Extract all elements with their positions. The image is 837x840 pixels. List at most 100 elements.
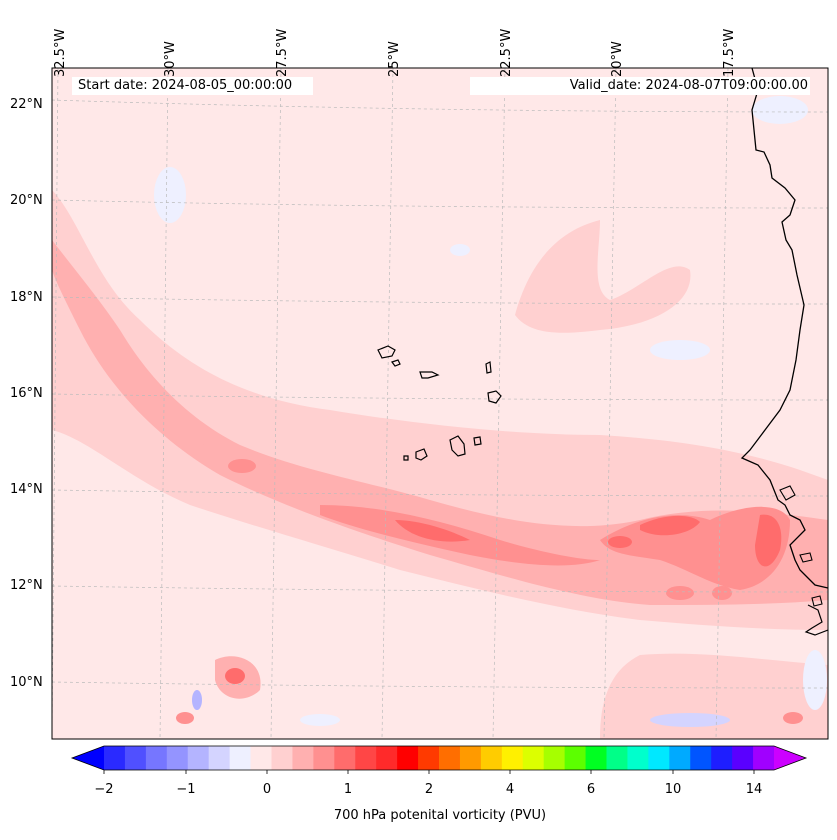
meridian-line: [381, 68, 394, 739]
colorbar: [70, 745, 808, 774]
meridian-line: [715, 68, 729, 739]
lat-label: 20°N: [10, 193, 43, 208]
colorbar-swatch: [543, 746, 566, 770]
pv-band-low: [52, 190, 828, 630]
lat-label: 18°N: [10, 290, 43, 305]
island-sao-nicolau: [419, 371, 440, 379]
colorbar-swatch: [145, 746, 168, 770]
pv-neg-6: [192, 690, 202, 710]
colorbar-swatch: [480, 746, 503, 770]
lon-label: 32.5°W: [53, 28, 68, 77]
lon-label: 25°W: [387, 41, 402, 77]
colorbar-tick-label: 6: [586, 782, 596, 797]
start-date-label: Start date: 2024-08-05_00:00:00: [78, 78, 293, 93]
pv-core-4: [640, 515, 700, 536]
colorbar-tick-label: 2: [424, 782, 434, 797]
colorbar-swatch: [753, 746, 775, 770]
colorbar-swatch: [627, 746, 649, 770]
colorbar-swatch: [690, 746, 712, 770]
colorbar-swatch: [564, 746, 587, 770]
pv-neg-3: [650, 340, 710, 360]
graticule: [52, 68, 828, 739]
colorbar-swatch: [250, 746, 272, 770]
colorbar-swatch: [292, 746, 314, 770]
colorbar-swatch: [124, 746, 147, 770]
valid-date-box: Valid_date: 2024-08-07T09:00:00.00: [470, 77, 810, 95]
colorbar-swatch: [439, 746, 461, 770]
colorbar-swatch: [459, 746, 482, 770]
meridian-line: [603, 68, 617, 739]
pv-neg-2: [752, 96, 808, 124]
pv-neg-4: [803, 650, 827, 710]
pv-core-6: [228, 459, 256, 473]
pv-neg-5: [650, 713, 730, 727]
coast-detail: [811, 595, 823, 607]
pv-core-8: [608, 536, 632, 548]
colorbar-tick-label: 1: [343, 782, 353, 797]
pv-core-11: [783, 712, 803, 724]
colorbar-tick-label: 10: [664, 782, 682, 797]
lat-label: 22°N: [10, 97, 43, 112]
pv-core-7: [225, 668, 245, 684]
colorbar-tick-label: 4: [505, 782, 515, 797]
pv-core-9: [666, 586, 694, 600]
colorbar-swatch: [669, 746, 691, 770]
colorbar-swatch: [711, 746, 733, 770]
lon-label: 22.5°W: [499, 28, 514, 77]
island-boa-vista: [487, 390, 502, 404]
coastline: [740, 68, 828, 589]
island-sao-vicente: [391, 359, 401, 367]
lat-label: 14°N: [10, 482, 43, 497]
colorbar-tick-label: 0: [262, 782, 272, 797]
island-brava: [403, 455, 409, 461]
pv-core-1: [320, 505, 600, 566]
coast-detail: [779, 485, 796, 501]
meridian-line: [159, 68, 169, 739]
colorbar-swatch: [648, 746, 670, 770]
map-area: [52, 68, 828, 739]
colorbar-swatch: [606, 746, 628, 770]
pv-core-3: [395, 520, 470, 542]
meridian-line: [270, 68, 282, 739]
pv-core-12: [176, 712, 194, 724]
coastline-south: [804, 604, 828, 636]
valid-date-label: Valid_date: 2024-08-07T09:00:00.00: [569, 78, 808, 93]
pv-patch-south: [600, 653, 828, 739]
colorbar-extend-min: [72, 746, 104, 770]
lat-label: 16°N: [10, 386, 43, 401]
meridian-line: [52, 68, 59, 739]
colorbar-swatch: [229, 746, 252, 770]
colorbar-extend-max: [774, 746, 806, 770]
colorbar-tick-label: −2: [94, 782, 114, 797]
map-frame: [51, 67, 829, 740]
colorbar-swatch: [334, 746, 356, 770]
pv-neg-7: [300, 714, 340, 726]
colorbar-swatch: [166, 746, 189, 770]
colorbar-swatch: [522, 746, 545, 770]
coast-detail: [799, 552, 813, 563]
pv-core-5: [755, 514, 782, 567]
pv-neg-1: [154, 167, 186, 223]
island-santo-antao: [377, 345, 396, 359]
colorbar-swatch: [187, 746, 210, 770]
colorbar-swatch: [355, 746, 377, 770]
colorbar-tick-label: −1: [176, 782, 196, 797]
cape-verde-islands: [377, 345, 502, 461]
island-santiago: [449, 435, 466, 457]
island-sal: [485, 361, 492, 374]
lon-label: 17.5°W: [722, 28, 737, 77]
colorbar-swatch: [208, 746, 231, 770]
colorbar-swatch: [104, 746, 126, 770]
colorbar-title: 700 hPa potenital vorticity (PVU): [333, 808, 547, 823]
colorbar-swatch: [376, 746, 398, 770]
pv-core-10: [712, 586, 732, 600]
island-fogo: [415, 448, 428, 461]
lon-label: 20°W: [610, 41, 625, 77]
pv-patch-north: [515, 220, 691, 333]
colorbar-swatch: [313, 746, 335, 770]
lon-label: 30°W: [163, 41, 178, 77]
island-maio: [473, 436, 482, 446]
pv-neg-8: [450, 244, 470, 256]
meridian-line: [492, 68, 506, 739]
